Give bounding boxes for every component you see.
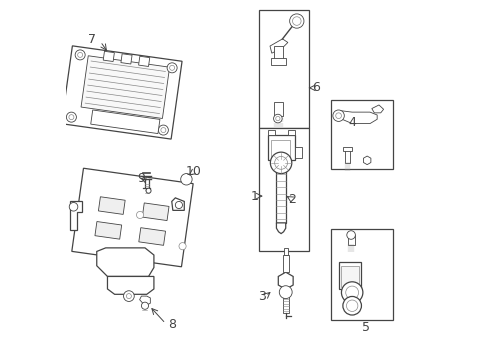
Bar — [273, 46, 283, 59]
Circle shape — [161, 127, 166, 132]
Circle shape — [275, 157, 288, 169]
Circle shape — [167, 63, 177, 73]
Polygon shape — [270, 39, 288, 53]
Bar — [284, 248, 288, 255]
Circle shape — [347, 231, 355, 239]
Bar — [345, 150, 350, 163]
Bar — [283, 255, 289, 272]
Polygon shape — [107, 276, 154, 294]
Circle shape — [279, 286, 292, 298]
Circle shape — [175, 202, 182, 208]
Bar — [339, 262, 361, 289]
Bar — [283, 292, 289, 313]
Circle shape — [75, 50, 85, 60]
Circle shape — [69, 114, 74, 120]
Polygon shape — [97, 248, 154, 276]
Polygon shape — [364, 156, 371, 165]
Circle shape — [179, 243, 186, 250]
Polygon shape — [95, 221, 122, 239]
Circle shape — [142, 302, 148, 309]
Circle shape — [77, 53, 83, 57]
Bar — [273, 102, 283, 116]
Polygon shape — [278, 272, 293, 289]
Circle shape — [123, 291, 134, 301]
Polygon shape — [172, 198, 184, 210]
Text: 10: 10 — [185, 165, 201, 177]
Polygon shape — [98, 197, 125, 215]
Circle shape — [290, 14, 304, 28]
Text: 9: 9 — [138, 172, 146, 185]
Polygon shape — [345, 284, 360, 301]
Circle shape — [273, 114, 282, 123]
Circle shape — [67, 112, 76, 122]
Polygon shape — [142, 203, 169, 221]
Bar — [270, 58, 286, 65]
Circle shape — [293, 17, 301, 25]
Bar — [343, 147, 352, 151]
Polygon shape — [103, 51, 114, 62]
Text: 4: 4 — [348, 116, 356, 129]
Circle shape — [146, 188, 151, 193]
Circle shape — [346, 300, 358, 311]
Bar — [276, 163, 286, 223]
Bar — [270, 140, 291, 158]
Bar — [259, 128, 309, 251]
Text: 2: 2 — [288, 193, 296, 206]
Circle shape — [276, 116, 280, 121]
Bar — [295, 147, 302, 158]
Polygon shape — [140, 296, 150, 306]
Bar — [331, 229, 393, 320]
Circle shape — [181, 174, 192, 185]
Circle shape — [170, 65, 174, 70]
Polygon shape — [81, 56, 170, 118]
Circle shape — [343, 296, 362, 315]
Circle shape — [137, 211, 144, 219]
Polygon shape — [276, 223, 286, 234]
Polygon shape — [91, 110, 160, 134]
Circle shape — [336, 113, 342, 118]
Text: 1: 1 — [251, 190, 259, 203]
Polygon shape — [121, 54, 132, 64]
Bar — [288, 130, 295, 135]
Circle shape — [158, 125, 169, 135]
Text: 7: 7 — [88, 33, 96, 46]
Polygon shape — [372, 105, 384, 113]
Circle shape — [270, 152, 292, 174]
Polygon shape — [139, 56, 150, 67]
Polygon shape — [70, 202, 82, 230]
Polygon shape — [139, 228, 166, 245]
Circle shape — [126, 294, 131, 298]
Circle shape — [346, 286, 359, 299]
Text: 6: 6 — [312, 81, 319, 94]
Bar — [347, 235, 355, 245]
Circle shape — [69, 203, 78, 211]
Polygon shape — [184, 176, 189, 183]
Bar — [268, 135, 295, 160]
Bar — [259, 10, 309, 128]
Circle shape — [333, 110, 344, 121]
Text: 8: 8 — [168, 318, 176, 331]
Polygon shape — [72, 168, 193, 267]
Bar — [268, 130, 275, 135]
Polygon shape — [61, 46, 182, 139]
Circle shape — [342, 282, 363, 303]
Text: 5: 5 — [363, 321, 370, 334]
Bar — [331, 100, 393, 169]
Polygon shape — [338, 111, 377, 123]
Bar — [341, 266, 359, 287]
Text: 3: 3 — [258, 289, 266, 303]
